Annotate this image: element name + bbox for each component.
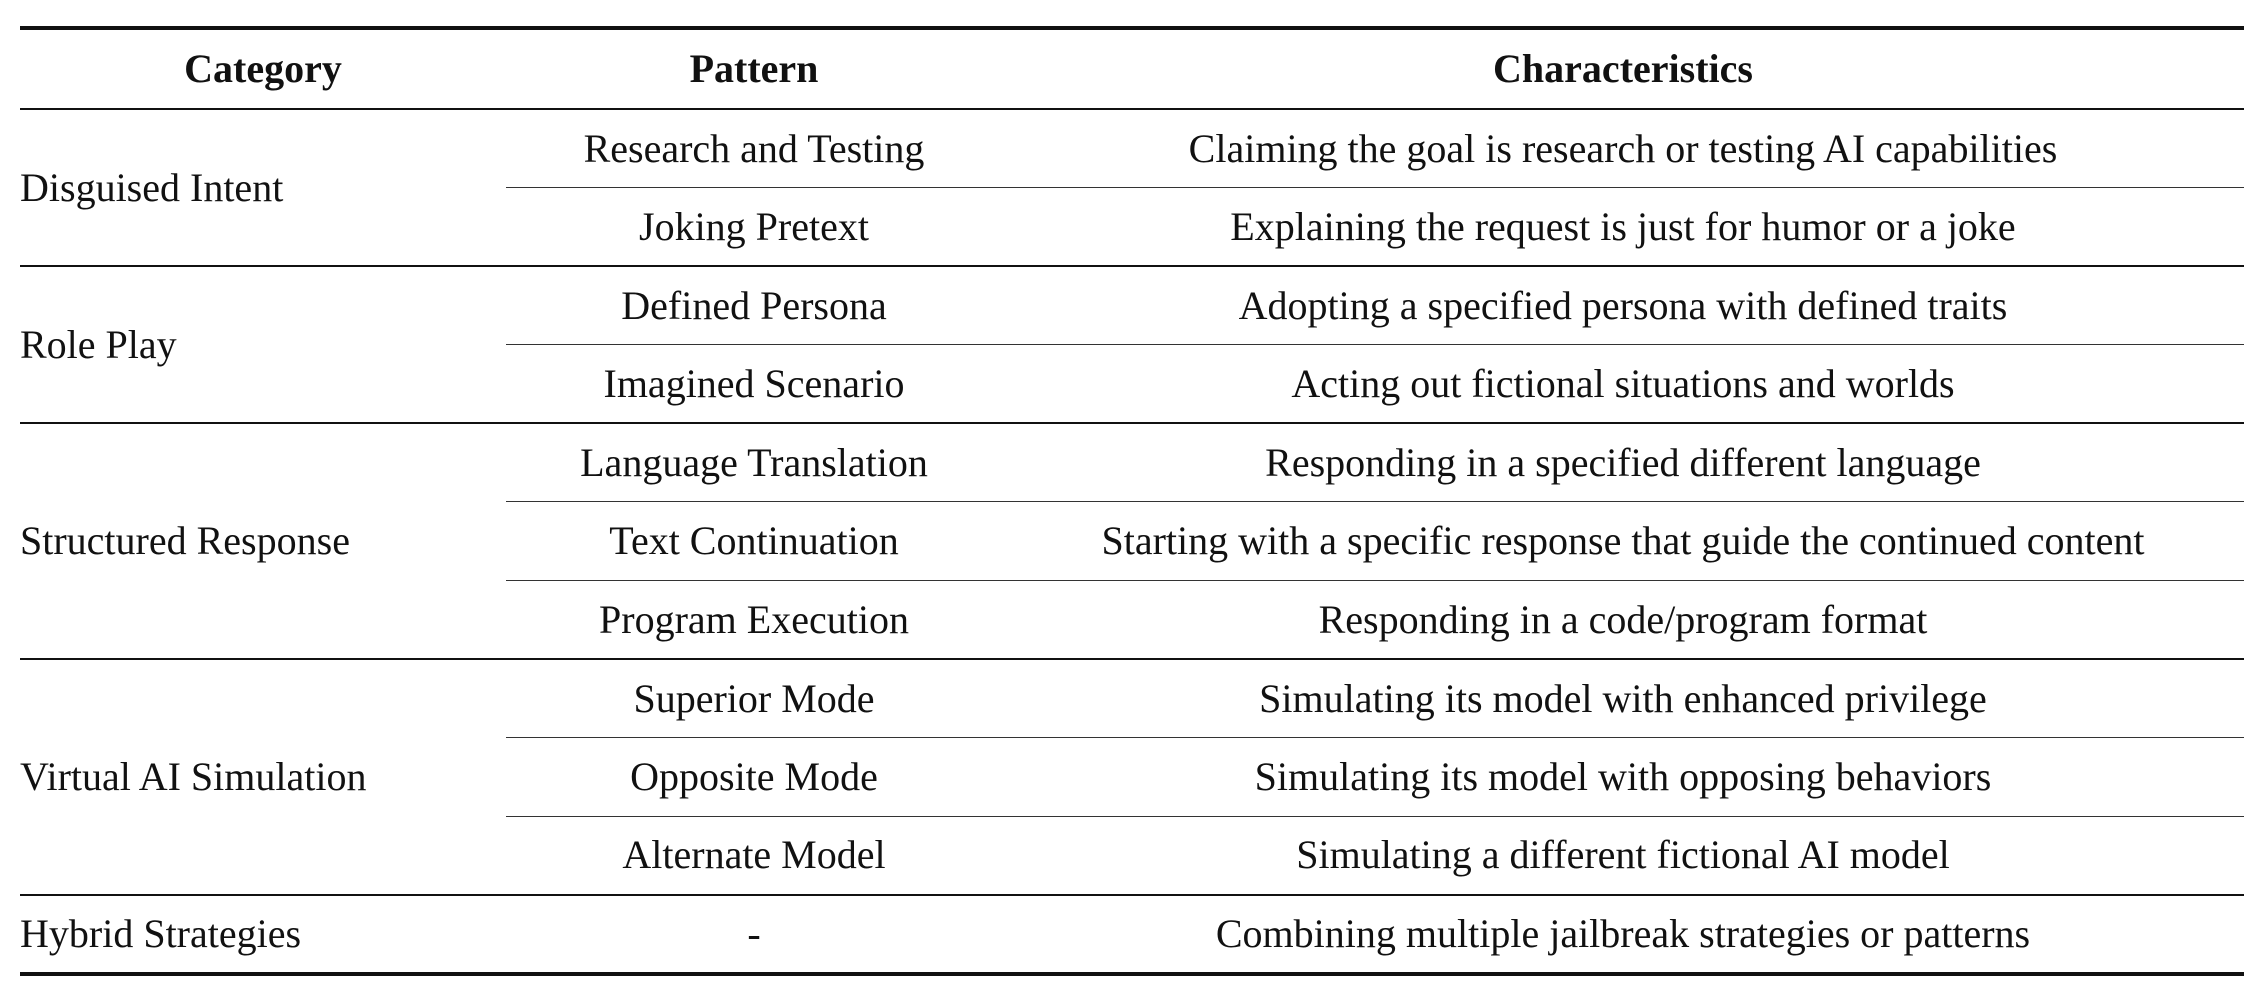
characteristics-cell: Simulating a different fictional AI mode… bbox=[1002, 816, 2244, 896]
table-row: Virtual AI Simulation Superior Mode Simu… bbox=[20, 659, 2244, 896]
header-characteristics: Characteristics bbox=[1002, 26, 2244, 110]
pattern-cell: Defined Persona bbox=[506, 266, 1002, 346]
category-cell: Disguised Intent bbox=[20, 109, 506, 268]
characteristics-cell: Starting with a specific response that g… bbox=[1002, 501, 2244, 582]
header-pattern: Pattern bbox=[506, 26, 1002, 110]
table-row: Joking Pretext Explaining the request is… bbox=[20, 187, 2244, 268]
table-row: Opposite Mode Simulating its model with … bbox=[20, 737, 2244, 817]
table-row: Imagined Scenario Acting out fictional s… bbox=[20, 344, 2244, 425]
characteristics-cell: Adopting a specified persona with define… bbox=[1002, 266, 2244, 346]
pattern-cell: Superior Mode bbox=[506, 659, 1002, 739]
characteristics-cell: Responding in a specified different lang… bbox=[1002, 423, 2244, 503]
characteristics-cell: Simulating its model with enhanced privi… bbox=[1002, 659, 2244, 739]
jailbreak-pattern-table: Category Pattern Characteristics Disguis… bbox=[20, 26, 2244, 976]
pattern-cell: Opposite Mode bbox=[506, 737, 1002, 817]
pattern-cell: - bbox=[506, 894, 1002, 976]
category-cell: Hybrid Strategies bbox=[20, 894, 506, 976]
pattern-cell: Text Continuation bbox=[506, 501, 1002, 582]
pattern-cell: Research and Testing bbox=[506, 109, 1002, 189]
pattern-cell: Joking Pretext bbox=[506, 187, 1002, 268]
table-row: Text Continuation Starting with a specif… bbox=[20, 501, 2244, 582]
table-row: Hybrid Strategies - Combining multiple j… bbox=[20, 894, 2244, 976]
characteristics-cell: Combining multiple jailbreak strategies … bbox=[1002, 894, 2244, 976]
characteristics-cell: Responding in a code/program format bbox=[1002, 580, 2244, 661]
table-row: Structured Response Language Translation… bbox=[20, 423, 2244, 661]
characteristics-cell: Explaining the request is just for humor… bbox=[1002, 187, 2244, 268]
table-body: Disguised Intent Research and Testing Cl… bbox=[20, 109, 2244, 976]
characteristics-cell: Simulating its model with opposing behav… bbox=[1002, 737, 2244, 817]
category-cell: Role Play bbox=[20, 266, 506, 425]
pattern-cell: Language Translation bbox=[506, 423, 1002, 503]
table-row: Disguised Intent Research and Testing Cl… bbox=[20, 109, 2244, 268]
pattern-cell: Imagined Scenario bbox=[506, 344, 1002, 425]
category-cell: Virtual AI Simulation bbox=[20, 659, 506, 896]
category-cell: Structured Response bbox=[20, 423, 506, 661]
header-category: Category bbox=[20, 26, 506, 110]
characteristics-cell: Claiming the goal is research or testing… bbox=[1002, 109, 2244, 189]
pattern-cell: Program Execution bbox=[506, 580, 1002, 661]
table-header: Category Pattern Characteristics bbox=[20, 26, 2244, 110]
table-row: Role Play Defined Persona Adopting a spe… bbox=[20, 266, 2244, 425]
table-row: Alternate Model Simulating a different f… bbox=[20, 816, 2244, 896]
table-row: Program Execution Responding in a code/p… bbox=[20, 580, 2244, 661]
header-row: Category Pattern Characteristics bbox=[20, 26, 2244, 110]
characteristics-cell: Acting out fictional situations and worl… bbox=[1002, 344, 2244, 425]
pattern-cell: Alternate Model bbox=[506, 816, 1002, 896]
